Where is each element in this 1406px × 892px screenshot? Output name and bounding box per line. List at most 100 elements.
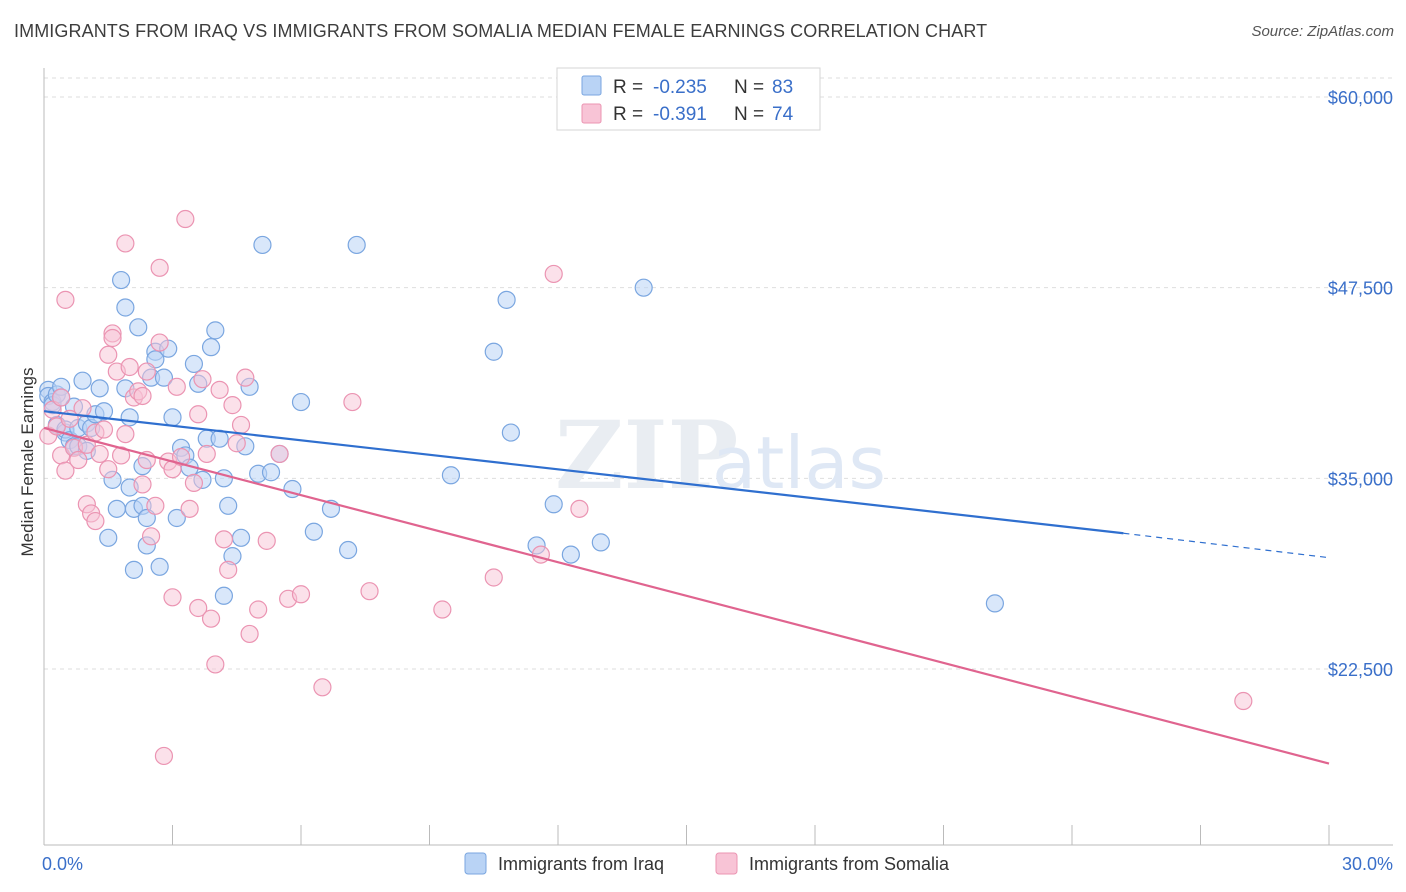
axes: [43, 68, 1393, 846]
iraq-point: [261, 463, 281, 482]
somalia-point: [291, 585, 311, 604]
somalia-trend-line: [43, 426, 1330, 765]
iraq-point: [441, 466, 461, 485]
iraq-point: [201, 338, 221, 357]
somalia-point: [52, 388, 71, 407]
somalia-point: [206, 655, 225, 674]
somalia-point: [111, 446, 131, 465]
iraq-point: [163, 408, 182, 427]
legend-somalia-swatch: [715, 852, 738, 875]
somalia-point: [570, 499, 589, 518]
somalia-point: [257, 531, 276, 550]
legend-somalia-label: Immigrants from Somalia: [749, 854, 950, 874]
somalia-point: [56, 290, 75, 309]
legend-iraq-swatch: [464, 852, 487, 875]
iraq-point: [73, 371, 92, 390]
somalia-point: [150, 258, 169, 277]
y-tick-label: $22,500: [1328, 660, 1393, 680]
somalia-point: [313, 678, 332, 697]
somalia-point: [154, 746, 174, 766]
somalia-r-value: -0.391: [653, 104, 707, 125]
iraq-point: [544, 495, 563, 514]
somalia-point: [184, 473, 204, 493]
iraq-point: [231, 528, 251, 547]
somalia-point: [249, 600, 268, 619]
iraq-point: [304, 522, 323, 541]
iraq-trend-line: [43, 410, 1124, 535]
iraq-point: [214, 586, 233, 605]
iraq-point: [985, 594, 1005, 613]
iraq-point: [124, 560, 144, 579]
somalia-point: [99, 345, 118, 364]
somalia-point: [176, 209, 195, 229]
somalia-point: [94, 420, 114, 439]
somalia-point: [197, 444, 216, 464]
somalia-point: [167, 377, 186, 396]
iraq-r-label: R =: [613, 77, 643, 98]
x-ticks: [43, 825, 1330, 845]
somalia-point: [133, 475, 152, 494]
somalia-point: [231, 415, 251, 435]
iraq-point: [154, 368, 174, 387]
somalia-point: [133, 386, 152, 406]
somalia-point: [163, 588, 182, 607]
iraq-point: [497, 290, 516, 309]
somalia-point: [1234, 691, 1253, 711]
iraq-point: [253, 235, 272, 255]
somalia-point: [240, 624, 259, 644]
iraq-point: [591, 533, 610, 552]
iraq-point: [111, 270, 131, 290]
somalia-point: [171, 447, 191, 467]
somalia-point: [150, 333, 169, 352]
somalia-point: [120, 357, 139, 377]
iraq-point: [634, 278, 653, 297]
iraq-point: [90, 379, 109, 398]
bottom-legend: Immigrants from Iraq Immigrants from Som…: [464, 852, 950, 875]
somalia-point: [56, 461, 75, 480]
iraq-point: [116, 298, 135, 317]
source-label: Source: ZipAtlas.com: [1251, 23, 1394, 40]
somalia-r-label: R =: [613, 104, 643, 125]
iraq-point: [339, 540, 358, 560]
watermark-atlas: atlas: [712, 421, 886, 505]
somalia-point: [86, 511, 105, 531]
iraq-point: [167, 508, 186, 528]
iraq-n-label: N =: [734, 77, 764, 98]
watermark-zip: ZIP: [555, 401, 738, 511]
somalia-points: [39, 209, 1253, 766]
somalia-point: [90, 444, 109, 464]
iraq-r-value: -0.235: [653, 77, 707, 98]
somalia-point: [193, 370, 212, 389]
x-tick-labels: 0.0% 30.0%: [42, 854, 1393, 874]
somalia-point: [180, 499, 199, 518]
somalia-point: [433, 600, 452, 619]
iraq-point: [501, 423, 520, 442]
stats-legend-box: R = -0.235 N = 83 R = -0.391 N = 74: [556, 67, 821, 131]
watermark: ZIP atlas: [555, 401, 886, 511]
iraq-point: [129, 318, 148, 337]
y-tick-labels: $60,000 $47,500 $35,000 $22,500: [1328, 88, 1393, 680]
somalia-point: [103, 328, 122, 348]
somalia-point: [270, 444, 289, 464]
iraq-point: [107, 499, 126, 518]
somalia-point: [189, 405, 208, 424]
y-axis-title: Median Female Earnings: [18, 368, 37, 557]
iraq-point: [561, 545, 580, 564]
iraq-trend-extension: [1123, 532, 1330, 559]
somalia-point: [484, 568, 503, 587]
iraq-n-value: 83: [772, 77, 793, 98]
iraq-point: [219, 496, 238, 515]
somalia-point: [219, 560, 238, 579]
somalia-n-label: N =: [734, 104, 764, 125]
iraq-point: [484, 342, 503, 361]
somalia-point: [343, 392, 362, 412]
y-tick-label: $47,500: [1328, 279, 1393, 299]
somalia-point: [137, 362, 156, 381]
somalia-swatch: [581, 103, 602, 124]
somalia-point: [116, 424, 135, 444]
somalia-point: [201, 609, 221, 628]
trend-lines: [43, 410, 1330, 765]
somalia-point: [210, 380, 229, 399]
iraq-point: [206, 321, 225, 340]
